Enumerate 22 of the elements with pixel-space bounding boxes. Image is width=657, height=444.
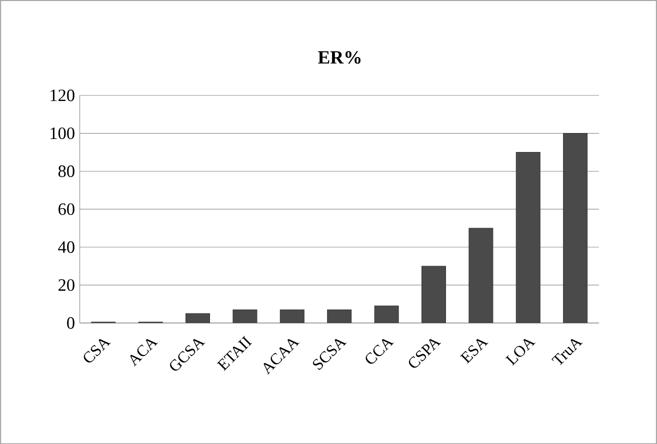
y-tick-label: 20 xyxy=(58,279,74,291)
bar xyxy=(186,313,210,323)
bar xyxy=(232,309,258,323)
bar xyxy=(280,309,304,323)
x-tick-label: CSA xyxy=(84,338,111,362)
y-tick-label: 100 xyxy=(50,127,74,139)
bar xyxy=(327,309,352,323)
y-tick-label: 120 xyxy=(50,89,74,102)
bar xyxy=(421,266,446,323)
bar xyxy=(468,228,494,323)
y-tick-label: 40 xyxy=(58,241,74,253)
y-tick-label: 80 xyxy=(58,165,74,177)
bar xyxy=(563,132,588,323)
y-tick-label: 0 xyxy=(67,317,74,329)
y-tick-label: 60 xyxy=(58,203,74,215)
x-tick-label: LOA xyxy=(505,338,536,366)
bar xyxy=(516,152,540,323)
x-tick-label: ESA xyxy=(460,338,488,364)
chart-title: ER% xyxy=(318,50,360,64)
x-tick-label: TruA xyxy=(552,338,583,365)
bar xyxy=(374,306,399,323)
x-tick-label: CCA xyxy=(366,338,394,364)
